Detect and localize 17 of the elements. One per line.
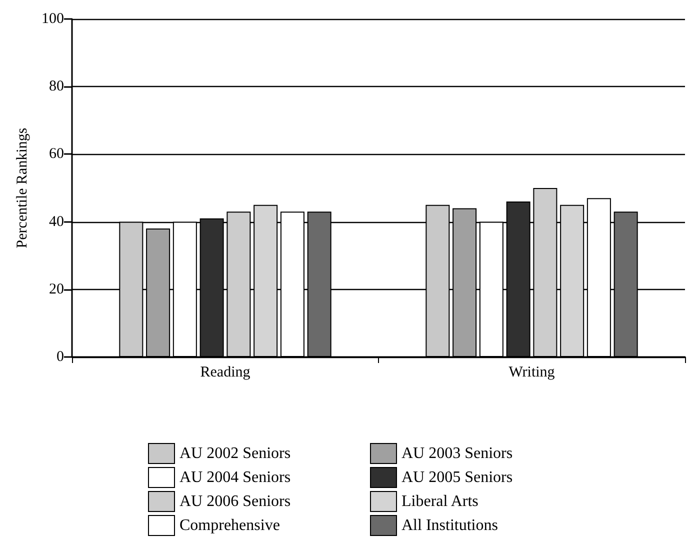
legend-label: All Institutions	[402, 517, 498, 534]
y-tick-label: 0	[56, 349, 64, 365]
y-tick-label: 100	[42, 11, 64, 27]
legend-label: Comprehensive	[180, 517, 280, 534]
y-tick-label: 40	[49, 214, 64, 230]
legend-label: AU 2004 Seniors	[180, 469, 291, 486]
y-axis-title: Percentile Rankings	[14, 128, 30, 248]
legend-label: AU 2003 Seniors	[402, 445, 513, 462]
x-tick-label: Reading	[200, 364, 251, 380]
legend-label: Liberal Arts	[402, 493, 478, 510]
legend-label: AU 2006 Seniors	[180, 493, 291, 510]
legend-label: AU 2002 Seniors	[180, 445, 291, 462]
y-tick-label: 20	[49, 281, 64, 298]
legend-label: AU 2005 Seniors	[402, 469, 513, 486]
y-tick-label: 60	[49, 146, 64, 162]
y-tick-label: 80	[49, 78, 64, 95]
x-tick-label: Writing	[508, 364, 556, 380]
